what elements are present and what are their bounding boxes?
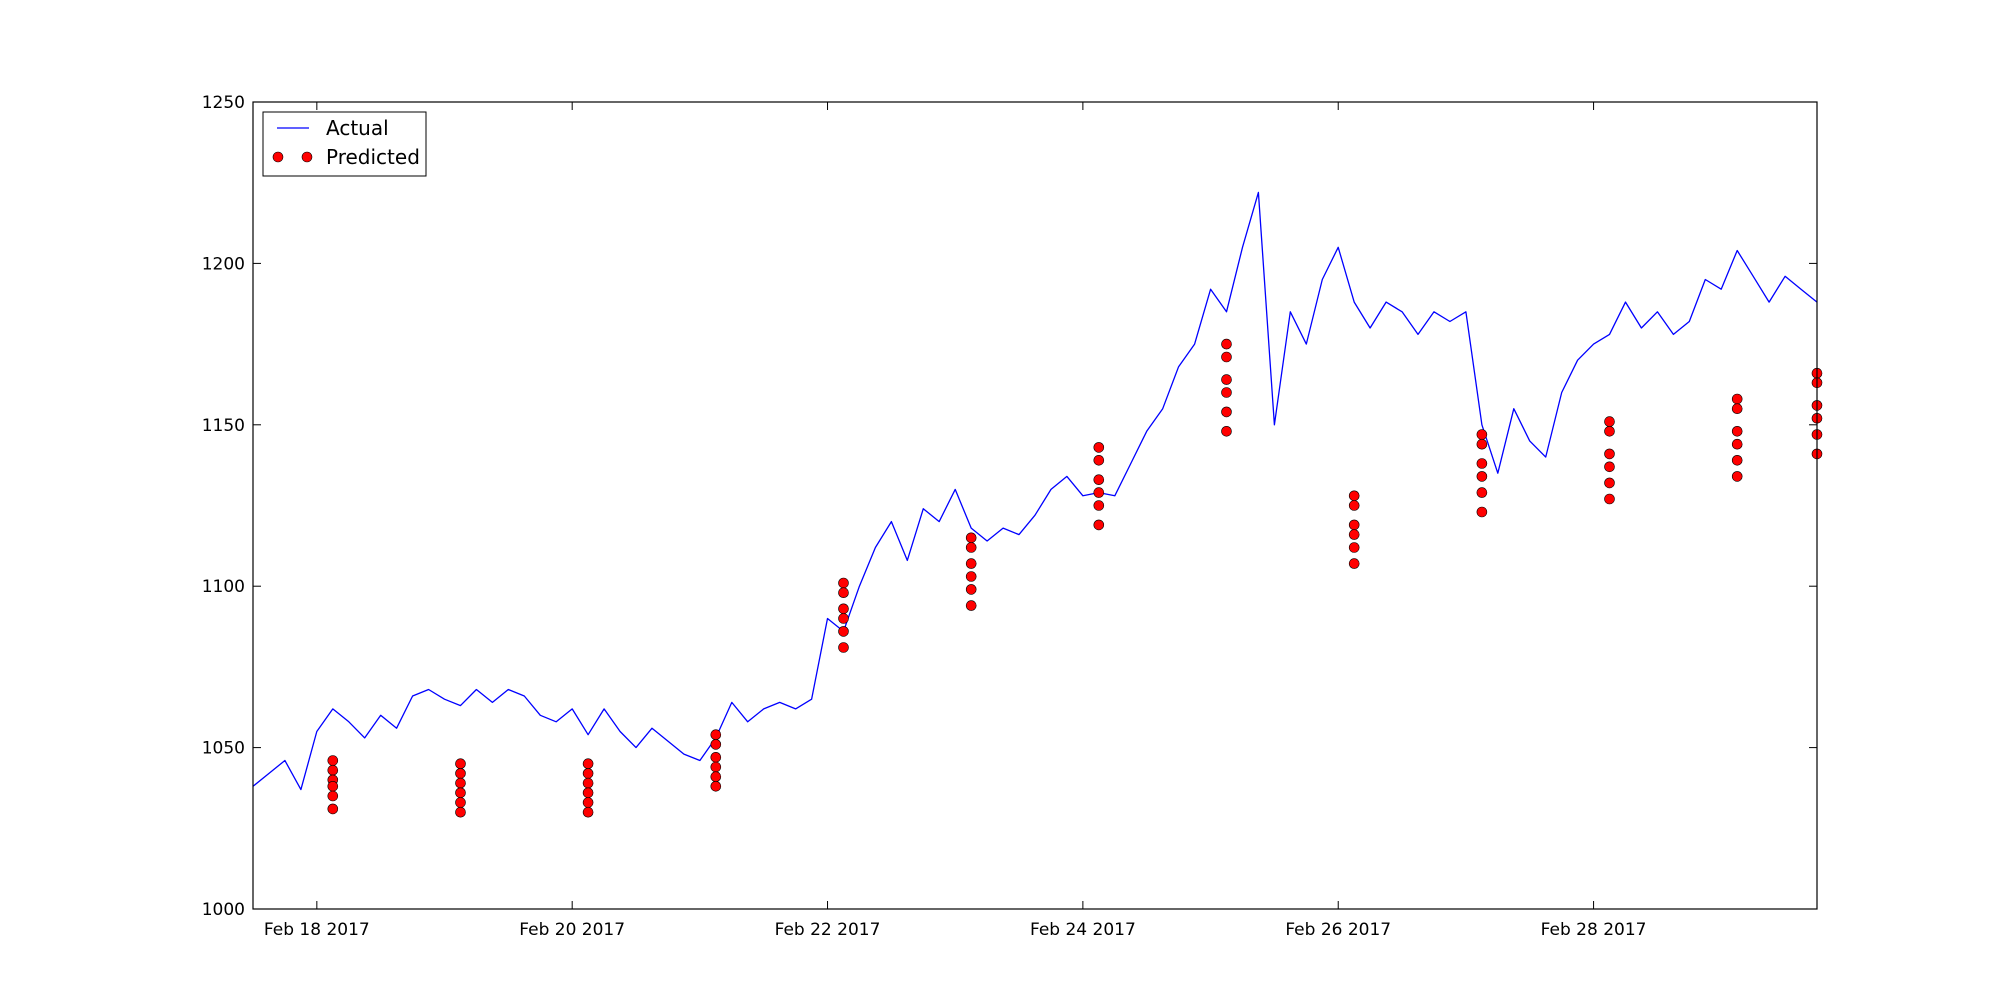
actual-series: [252, 191, 1818, 791]
predicted-point: [1604, 448, 1615, 460]
predicted-point: [582, 768, 594, 779]
x-tick-label: Feb 22 2017: [775, 920, 881, 940]
predicted-point: [1604, 425, 1615, 437]
predicted-series: [327, 338, 1823, 818]
predicted-point: [1093, 519, 1105, 531]
y-tick-label: 1200: [202, 254, 245, 274]
predicted-point: [1476, 458, 1488, 469]
predicted-point: [965, 571, 977, 582]
predicted-point: [1348, 519, 1360, 531]
predicted-point: [1221, 338, 1232, 350]
predicted-point: [1221, 374, 1232, 385]
y-axis: 1000 1050 1100 1150 1200 1250: [202, 93, 1817, 920]
predicted-point: [1604, 461, 1615, 473]
predicted-point: [710, 751, 722, 763]
y-tick-label: 1050: [202, 739, 245, 759]
predicted-point: [965, 558, 977, 569]
predicted-point: [1604, 477, 1615, 489]
predicted-point: [1221, 387, 1232, 398]
predicted-point: [1604, 493, 1615, 505]
predicted-point: [1093, 500, 1105, 511]
predicted-point: [1604, 416, 1615, 427]
predicted-point: [1093, 487, 1105, 498]
predicted-point: [327, 764, 339, 776]
predicted-point: [1221, 351, 1232, 363]
predicted-point: [965, 542, 977, 553]
x-tick-label: Feb 28 2017: [1541, 920, 1647, 940]
predicted-point: [710, 729, 722, 741]
predicted-point: [1731, 425, 1743, 437]
legend-predicted-swatch-2: [301, 151, 313, 163]
legend-predicted-label: Predicted: [326, 145, 420, 169]
predicted-point: [455, 768, 466, 779]
predicted-point: [455, 777, 466, 789]
predicted-point: [1348, 542, 1360, 553]
predicted-point: [1093, 474, 1105, 486]
predicted-point: [1476, 429, 1488, 440]
predicted-point: [965, 600, 977, 611]
predicted-point: [1221, 425, 1232, 437]
predicted-point: [838, 642, 849, 653]
y-tick-label: 1000: [202, 900, 245, 920]
predicted-point: [1476, 471, 1488, 482]
predicted-point: [327, 790, 339, 802]
predicted-point: [582, 758, 594, 770]
predicted-point: [1476, 487, 1488, 498]
predicted-point: [710, 771, 722, 783]
legend-predicted-swatch-1: [272, 151, 284, 163]
predicted-point: [838, 603, 849, 615]
predicted-point: [455, 787, 466, 799]
y-tick-label: 1250: [202, 93, 245, 113]
y-tick-label: 1100: [202, 577, 245, 597]
predicted-point: [582, 777, 594, 789]
predicted-point: [710, 780, 722, 792]
predicted-point: [1348, 529, 1360, 540]
legend-actual-label: Actual: [326, 116, 389, 140]
predicted-point: [710, 739, 722, 750]
y-tick-label: 1150: [202, 416, 245, 436]
predicted-point: [582, 787, 594, 799]
predicted-point: [1348, 490, 1360, 502]
predicted-point: [327, 780, 339, 792]
predicted-point: [838, 613, 849, 624]
predicted-point: [1093, 454, 1105, 466]
predicted-point: [1731, 454, 1743, 466]
predicted-point: [1476, 438, 1488, 450]
predicted-point: [1476, 506, 1488, 518]
x-tick-label: Feb 26 2017: [1285, 920, 1391, 940]
actual-line: [252, 191, 1818, 791]
x-tick-label: Feb 20 2017: [519, 920, 625, 940]
predicted-point: [327, 755, 339, 766]
x-tick-label: Feb 24 2017: [1030, 920, 1136, 940]
predicted-point: [838, 626, 849, 637]
x-axis: Feb 18 2017 Feb 20 2017 Feb 22 2017 Feb 24 …: [264, 102, 1647, 940]
predicted-point: [1731, 471, 1743, 482]
predicted-point: [1348, 500, 1360, 511]
predicted-point: [965, 532, 977, 544]
predicted-point: [1731, 393, 1743, 405]
predicted-point: [1731, 438, 1743, 450]
predicted-point: [1731, 403, 1743, 415]
predicted-point: [965, 584, 977, 595]
predicted-point: [327, 803, 339, 815]
legend: Actual Predicted: [262, 111, 427, 177]
predicted-point: [710, 761, 722, 773]
x-tick-label: Feb 18 2017: [264, 920, 370, 940]
predicted-point: [455, 797, 466, 808]
predicted-point: [1093, 442, 1105, 453]
plot-area: [253, 102, 1817, 909]
predicted-point: [455, 806, 466, 818]
predicted-point: [582, 806, 594, 818]
legend-box: [262, 111, 427, 177]
predicted-point: [838, 577, 849, 589]
predicted-point: [1221, 406, 1232, 418]
predicted-point: [838, 587, 849, 599]
predicted-point: [455, 758, 466, 770]
plot-frame: [252, 101, 1818, 910]
predicted-point: [1348, 558, 1360, 569]
predicted-point: [582, 797, 594, 808]
